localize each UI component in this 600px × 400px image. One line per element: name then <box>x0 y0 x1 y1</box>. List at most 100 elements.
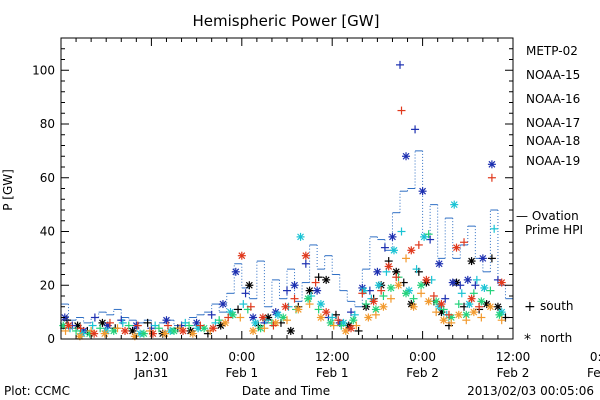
point-noaa-18-south <box>417 289 426 298</box>
y-tick-label: 100 <box>32 63 55 77</box>
y-tick-label: 20 <box>40 278 55 292</box>
marker-stroke <box>76 332 84 340</box>
point-noaa-16-south <box>490 224 499 233</box>
marker-stroke <box>189 330 197 338</box>
y-axis-label: P [GW] <box>1 169 15 211</box>
point-noaa-19-north <box>497 278 506 287</box>
point-metp-02-south <box>234 305 243 314</box>
point-noaa-17-south <box>454 300 463 309</box>
marker-stroke <box>358 284 366 292</box>
marker-stroke <box>229 311 237 319</box>
point-noaa-19-south <box>334 316 343 325</box>
point-noaa-17-south <box>314 305 323 314</box>
point-noaa-19-south <box>460 238 469 247</box>
x-tick-label-time: 12:00 <box>134 350 169 364</box>
marker-stroke <box>129 327 136 335</box>
marker-stroke <box>259 314 267 321</box>
point-noaa-15-north <box>402 152 411 161</box>
marker-stroke <box>304 295 312 303</box>
marker-stroke <box>249 314 257 321</box>
point-noaa-19-north <box>384 262 393 271</box>
marker-stroke <box>291 281 298 289</box>
point-noaa-18-south <box>305 300 314 309</box>
legend-entry-noaa-15: NOAA-15 <box>526 68 580 82</box>
point-noaa-18-south <box>432 308 441 317</box>
marker-stroke <box>317 314 325 321</box>
point-noaa-17-north <box>462 310 471 319</box>
marker-stroke <box>313 287 321 295</box>
marker-stroke <box>389 233 396 241</box>
point-noaa-17-north <box>170 326 178 335</box>
point-noaa-18-north <box>379 302 388 311</box>
point-noaa-15-north <box>290 281 299 290</box>
marker-stroke <box>449 279 457 286</box>
point-noaa-19-south <box>269 321 278 330</box>
point-noaa-19-north <box>452 243 461 252</box>
point-noaa-19-north <box>179 326 188 335</box>
marker-stroke <box>217 322 225 329</box>
point-noaa-18-south <box>462 316 471 325</box>
marker-stroke <box>221 319 229 327</box>
marker-stroke <box>375 281 383 289</box>
point-noaa-17-north <box>386 283 395 292</box>
marker-stroke <box>395 281 402 289</box>
x-tick-label-date: Feb 1 <box>316 366 349 380</box>
point-noaa-18-south <box>113 324 122 333</box>
marker-stroke <box>468 257 475 265</box>
point-noaa-18-north <box>424 297 433 306</box>
point-noaa-19-north <box>437 300 446 309</box>
legend-entry-noaa-17: NOAA-17 <box>526 116 580 130</box>
data-points <box>59 60 510 341</box>
point-metp-02-north <box>245 281 254 290</box>
marker-stroke <box>488 160 496 168</box>
point-noaa-17-north <box>402 289 411 298</box>
point-noaa-17-north <box>371 305 380 314</box>
point-noaa-15-north <box>435 259 444 268</box>
ovation-label-line1: — Ovation <box>516 209 579 223</box>
marker-stroke <box>483 300 491 308</box>
footer-left: Plot: CCMC <box>4 384 70 398</box>
point-noaa-19-south <box>392 273 401 282</box>
point-noaa-15-south <box>380 243 389 252</box>
point-metp-02-north <box>322 275 331 284</box>
marker-stroke <box>410 303 417 311</box>
point-noaa-17-south <box>486 286 495 295</box>
marker-stroke <box>349 316 357 324</box>
legend-entry-metp-02: METP-02 <box>526 44 578 58</box>
marker-stroke <box>101 330 109 338</box>
point-noaa-17-south <box>154 324 163 333</box>
point-noaa-18-north <box>316 313 325 322</box>
point-noaa-18-north <box>188 329 197 338</box>
marker-key-south-symbol: + <box>524 299 536 315</box>
point-noaa-19-north <box>281 302 290 311</box>
axes-frame: 0 20 40 60 80 100 12:00 Jan31 0:00 Feb 1 12:00 Feb … <box>32 37 600 380</box>
marker-stroke <box>251 319 259 327</box>
marker-stroke <box>422 276 430 284</box>
y-tick-label: 0 <box>47 332 55 346</box>
marker-stroke <box>385 263 393 270</box>
point-noaa-16-south <box>472 275 481 284</box>
marker-stroke <box>306 287 314 295</box>
marker-stroke <box>274 311 282 319</box>
point-noaa-18-south <box>497 316 506 325</box>
point-noaa-18-north <box>439 316 448 325</box>
marker-stroke <box>470 308 478 316</box>
marker-stroke <box>419 187 427 195</box>
point-noaa-18-north <box>249 326 258 335</box>
marker-stroke <box>238 252 246 260</box>
point-noaa-15-south <box>471 281 480 290</box>
point-noaa-17-south <box>72 326 81 335</box>
x-tick-label-date: Feb 3 <box>587 366 600 380</box>
point-noaa-18-north <box>75 332 84 341</box>
point-noaa-17-south <box>409 294 418 303</box>
marker-stroke <box>279 314 287 321</box>
marker-stroke <box>287 327 295 335</box>
point-metp-02-south <box>487 254 496 263</box>
marker-stroke <box>370 297 378 305</box>
marker-stroke <box>90 330 98 338</box>
point-noaa-17-south <box>424 230 433 239</box>
point-noaa-18-south <box>402 254 411 263</box>
marker-stroke <box>387 284 395 292</box>
point-noaa-16-north <box>480 283 489 292</box>
